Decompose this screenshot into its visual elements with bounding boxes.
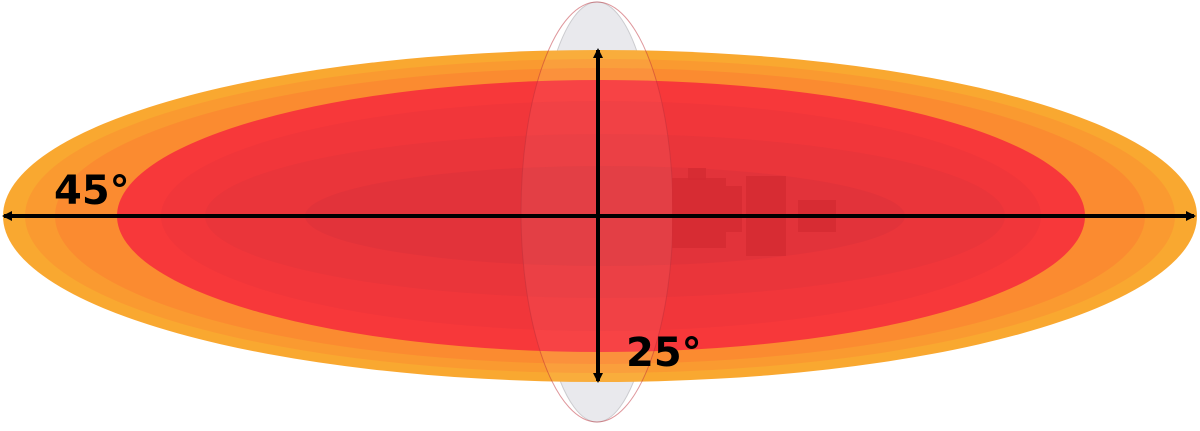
vertical-angle-label: 25°: [626, 330, 702, 376]
horizontal-angle-label: 45°: [54, 168, 130, 214]
